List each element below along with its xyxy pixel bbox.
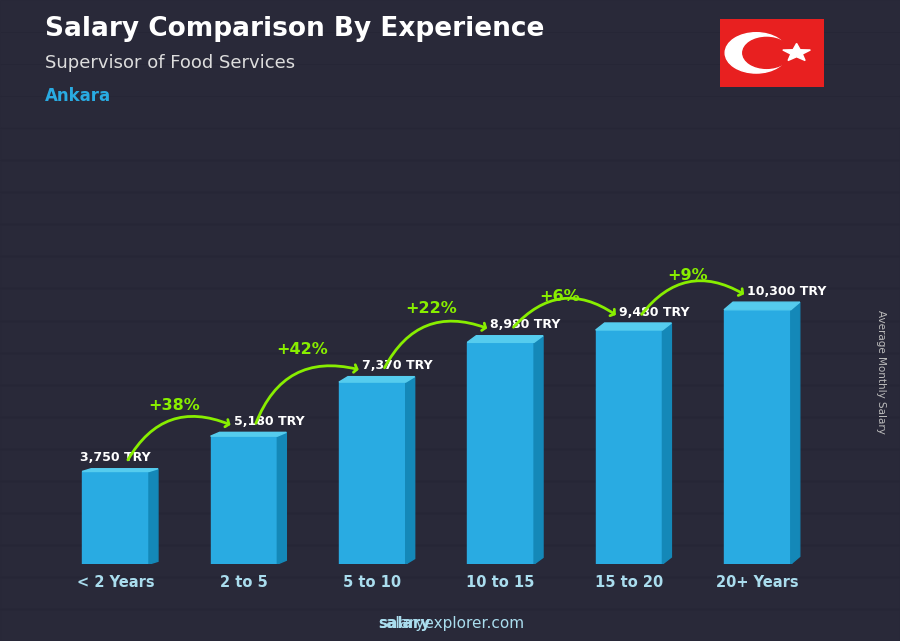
- Polygon shape: [211, 432, 286, 436]
- Polygon shape: [149, 469, 158, 564]
- Text: +42%: +42%: [276, 342, 328, 358]
- Polygon shape: [596, 323, 671, 330]
- Text: Average Monthly Salary: Average Monthly Salary: [877, 310, 886, 434]
- Text: +38%: +38%: [148, 398, 200, 413]
- Bar: [211, 436, 277, 564]
- Text: Ankara: Ankara: [45, 87, 111, 104]
- Text: Supervisor of Food Services: Supervisor of Food Services: [45, 54, 295, 72]
- Text: +22%: +22%: [405, 301, 456, 317]
- Polygon shape: [724, 302, 800, 310]
- Polygon shape: [662, 323, 671, 564]
- Circle shape: [742, 37, 790, 69]
- Bar: [596, 330, 662, 564]
- Text: +6%: +6%: [539, 288, 580, 304]
- Polygon shape: [791, 302, 800, 564]
- Bar: [339, 382, 406, 564]
- Polygon shape: [467, 336, 543, 342]
- Text: 3,750 TRY: 3,750 TRY: [80, 451, 150, 464]
- Circle shape: [725, 33, 788, 73]
- Bar: [467, 342, 534, 564]
- Text: 10,300 TRY: 10,300 TRY: [747, 285, 826, 297]
- Text: 8,980 TRY: 8,980 TRY: [491, 319, 561, 331]
- Text: 5,180 TRY: 5,180 TRY: [234, 415, 304, 428]
- Polygon shape: [82, 469, 158, 472]
- Text: salaryexplorer.com: salaryexplorer.com: [378, 617, 524, 631]
- Polygon shape: [277, 432, 286, 564]
- Text: 7,370 TRY: 7,370 TRY: [362, 359, 433, 372]
- Text: Salary Comparison By Experience: Salary Comparison By Experience: [45, 16, 544, 42]
- Polygon shape: [406, 377, 415, 564]
- Polygon shape: [339, 377, 415, 382]
- Polygon shape: [534, 336, 543, 564]
- Bar: [82, 472, 149, 564]
- Text: +9%: +9%: [667, 268, 707, 283]
- Text: 9,480 TRY: 9,480 TRY: [619, 306, 689, 319]
- Text: salary: salary: [378, 617, 430, 631]
- Polygon shape: [783, 44, 810, 60]
- Bar: [724, 310, 791, 564]
